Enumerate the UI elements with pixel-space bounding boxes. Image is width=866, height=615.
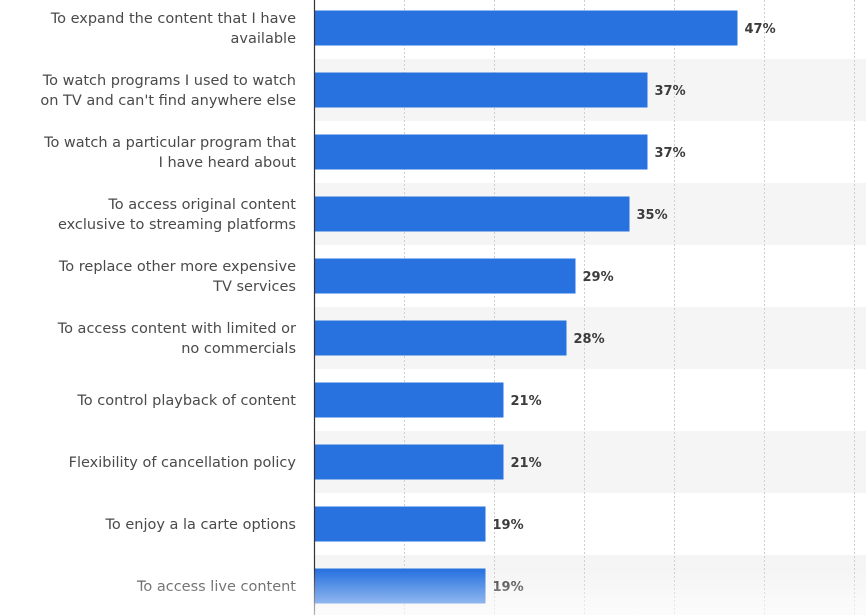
category-label-line: Flexibility of cancellation policy [69, 455, 297, 471]
category-label: To watch a particular program that I have… [43, 135, 296, 171]
category-label-line: To control playback of content [76, 393, 296, 409]
data-label: 37% [655, 84, 686, 99]
category-label: To access original content exclusive to s… [58, 197, 296, 233]
category-label: To replace other more expensive TV servic… [58, 259, 296, 295]
category-label-line: no commercials [181, 341, 296, 357]
category-label: To access content with limited or no comm… [57, 321, 296, 357]
category-label-line: To expand the content that I have [50, 11, 296, 27]
category-label-line: exclusive to streaming platforms [58, 217, 296, 233]
data-label: 28% [574, 332, 605, 347]
category-label-line: To replace other more expensive [58, 259, 296, 275]
category-label-line: available [231, 31, 297, 47]
category-label: Flexibility of cancellation policy [69, 455, 297, 471]
category-label-line: TV services [212, 279, 296, 295]
category-label-line: To enjoy a la carte options [104, 517, 296, 533]
category-label: To watch programs I used to watch on TV a… [40, 73, 296, 109]
category-label-line: on TV and can't find anywhere else [40, 93, 296, 109]
data-label: 19% [493, 518, 524, 533]
data-label: 19% [493, 580, 524, 595]
category-label: To expand the content that I have availab… [50, 11, 296, 47]
category-label-line: To access live content [136, 579, 296, 595]
category-label-line: To access original content [107, 197, 296, 213]
bar[interactable] [314, 568, 486, 604]
category-label: To access live content [136, 579, 296, 595]
bar[interactable] [314, 320, 567, 356]
data-label: 35% [637, 208, 668, 223]
data-label: 29% [583, 270, 614, 285]
bar[interactable] [314, 196, 630, 232]
bar[interactable] [314, 506, 486, 542]
bar[interactable] [314, 258, 576, 294]
category-label: To control playback of content [76, 393, 296, 409]
bar[interactable] [314, 444, 504, 480]
data-label: 37% [655, 146, 686, 161]
category-label-line: To watch a particular program that [43, 135, 296, 151]
data-label: 21% [511, 456, 542, 471]
bar[interactable] [314, 72, 648, 108]
category-label-line: I have heard about [159, 155, 297, 171]
data-label: 21% [511, 394, 542, 409]
bar[interactable] [314, 382, 504, 418]
category-label: To enjoy a la carte options [104, 517, 296, 533]
data-label: 47% [745, 22, 776, 37]
bar[interactable] [314, 134, 648, 170]
bar[interactable] [314, 10, 738, 46]
category-label-line: To access content with limited or [57, 321, 296, 337]
category-label-line: To watch programs I used to watch [42, 73, 296, 89]
